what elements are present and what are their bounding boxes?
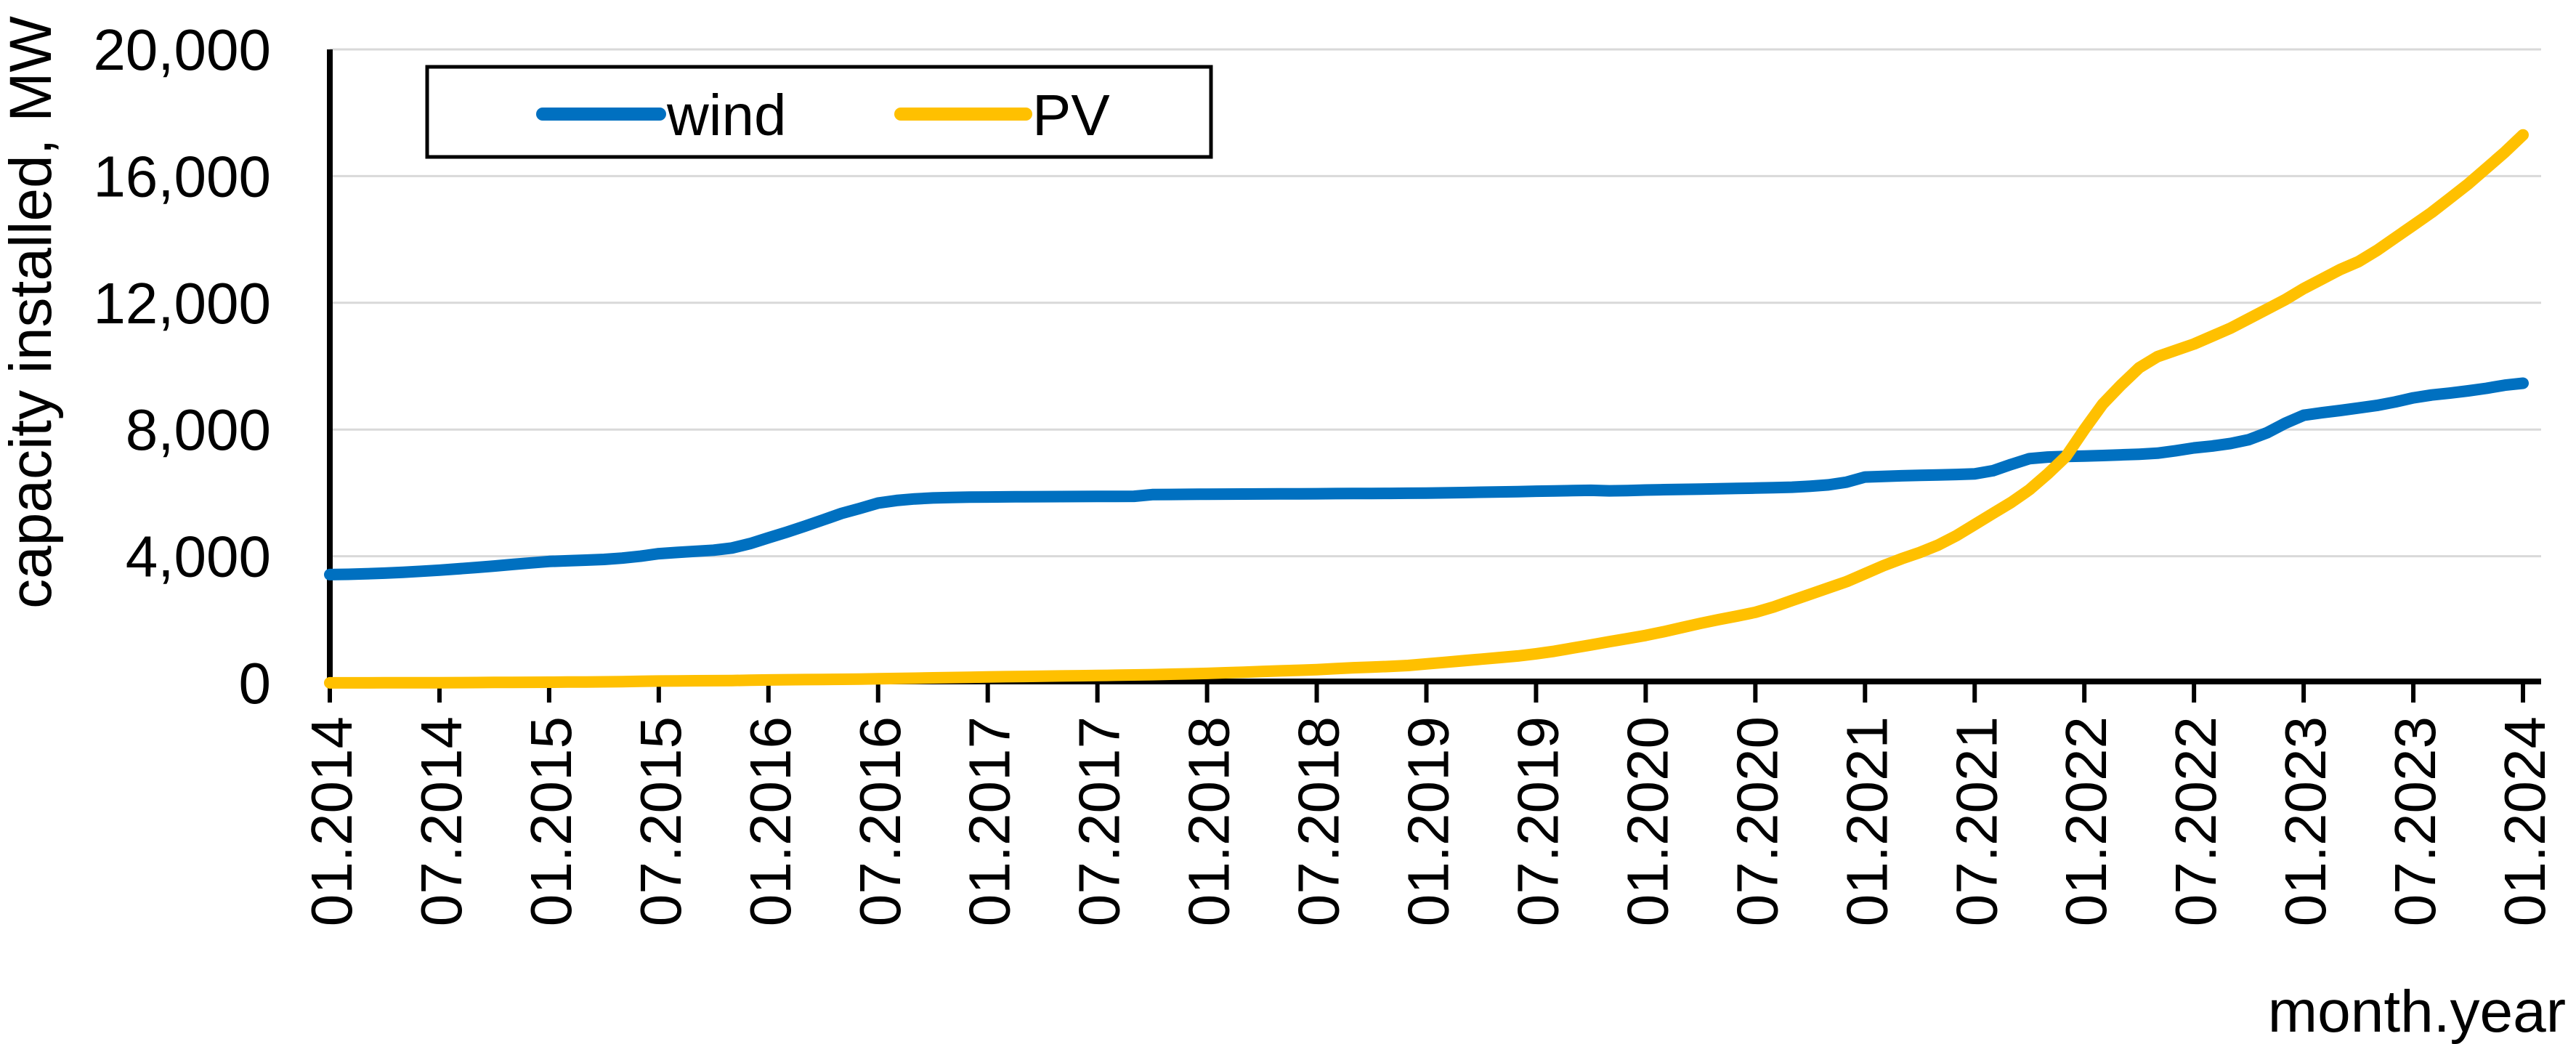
x-tick-label: 07.2020 (1725, 716, 1789, 926)
x-tick-label: 07.2015 (628, 716, 693, 926)
x-tick-label: 01.2022 (2054, 716, 2118, 926)
x-tick-label: 01.2018 (1177, 716, 1242, 926)
x-axis-title: month.year (2268, 979, 2566, 1044)
y-tick-label: 4,000 (126, 525, 271, 589)
legend-label-wind: wind (666, 83, 787, 147)
x-tick-label: 01.2017 (957, 716, 1022, 926)
x-tick-label: 01.2023 (2273, 716, 2338, 926)
y-tick-label: 20,000 (93, 17, 271, 82)
x-tick-label: 07.2019 (1505, 716, 1570, 926)
y-tick-label: 12,000 (93, 271, 271, 336)
x-tick-label: 01.2014 (299, 716, 364, 926)
x-tick-label: 07.2016 (848, 716, 912, 926)
series-layer (324, 129, 2529, 689)
x-tick-label: 01.2021 (1834, 716, 1899, 926)
x-tick-label: 01.2016 (738, 716, 803, 926)
gridline-layer (330, 48, 2541, 558)
y-tick-label: 0 (239, 651, 272, 716)
x-tick-label: 07.2017 (1067, 716, 1132, 926)
x-tick-label: 01.2020 (1615, 716, 1680, 926)
y-tick-label-layer: 0 4,000 8,000 12,000 16,000 20,000 (93, 17, 271, 716)
x-tick-label: 07.2023 (2383, 716, 2447, 926)
legend: wind PV (425, 65, 1213, 159)
x-tick-label-layer: 01.2014 07.2014 01.2015 07.2015 01.2016 07.20… (299, 716, 2557, 926)
y-axis-title: capacity installed, MW (0, 16, 64, 609)
legend-item-wind: wind (536, 83, 787, 147)
y-tick-label: 8,000 (126, 397, 271, 462)
x-tick-label: 01.2015 (519, 716, 583, 926)
x-tick-label: 07.2014 (409, 716, 474, 926)
x-tick-label: 07.2018 (1287, 716, 1351, 926)
y-tick-label: 16,000 (93, 144, 271, 209)
pv-series-line (324, 129, 2529, 689)
x-tick-label: 07.2022 (2163, 716, 2228, 926)
x-tick-label: 01.2019 (1396, 716, 1461, 926)
x-tick-label: 07.2021 (1944, 716, 2009, 926)
x-tick-label: 01.2024 (2492, 716, 2557, 926)
legend-label-pv: PV (1032, 83, 1110, 147)
wind-series-line (324, 377, 2529, 580)
legend-item-pv: PV (894, 83, 1110, 147)
